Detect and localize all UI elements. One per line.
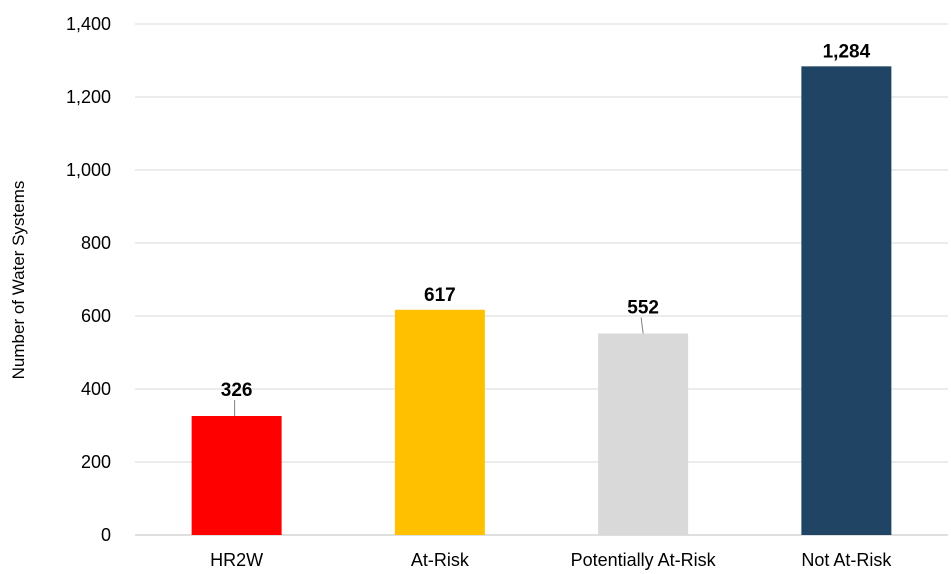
data-label-leader [640, 317, 644, 334]
y-tick-label: 0 [101, 525, 111, 545]
data-label: 1,284 [823, 41, 871, 62]
bars [191, 66, 892, 535]
x-tick-label: Potentially At-Risk [571, 550, 717, 570]
data-label: 326 [221, 380, 253, 401]
bar [598, 333, 689, 535]
y-tick-label: 1,400 [66, 14, 111, 34]
bar [394, 309, 485, 535]
data-label: 552 [627, 298, 659, 319]
label-leaders [234, 317, 644, 417]
data-label: 617 [424, 285, 456, 306]
data-labels: 326 617 552 1,284 [221, 41, 871, 401]
y-tick-label: 600 [81, 306, 111, 326]
x-tick-label: HR2W [210, 550, 263, 570]
y-tick-label: 400 [81, 379, 111, 399]
bar [191, 416, 282, 535]
bar [801, 66, 892, 535]
y-tick-label: 1,200 [66, 87, 111, 107]
x-axis-ticks: HR2W At-Risk Potentially At-Risk Not At-Ris… [210, 550, 892, 570]
y-axis-ticks: 0 200 400 600 800 1,000 1,200 1,400 [66, 14, 111, 545]
y-tick-label: 200 [81, 452, 111, 472]
x-tick-label: At-Risk [411, 550, 470, 570]
y-tick-label: 800 [81, 233, 111, 253]
y-tick-label: 1,000 [66, 160, 111, 180]
y-axis-title: Number of Water Systems [9, 181, 28, 380]
x-tick-label: Not At-Risk [801, 550, 892, 570]
